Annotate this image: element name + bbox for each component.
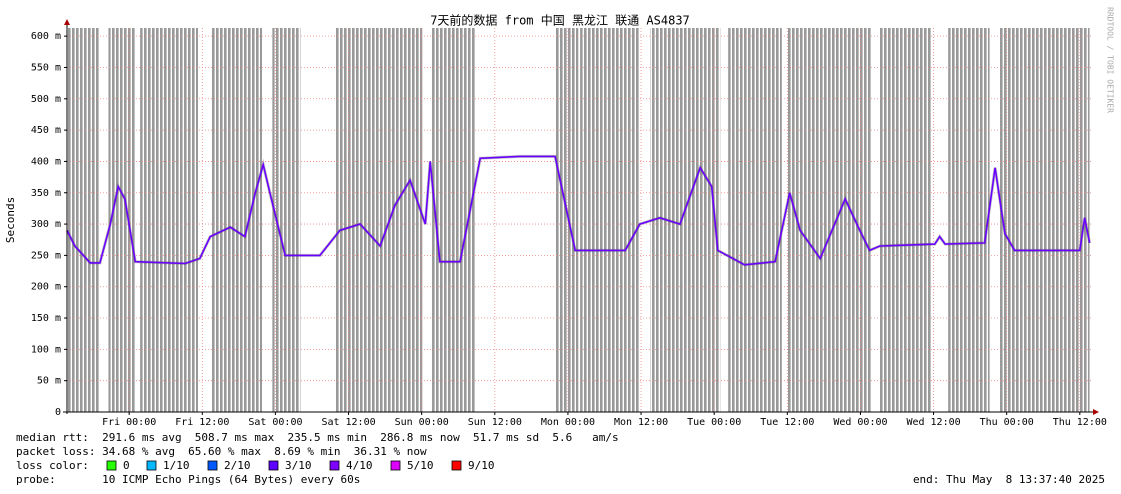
x-tick-label: Thu 00:00 bbox=[980, 417, 1034, 428]
chart-title: 7天前的数据 from 中国 黑龙江 联通 AS4837 bbox=[430, 13, 690, 28]
loss-band bbox=[879, 28, 932, 412]
loss-band bbox=[999, 28, 1090, 412]
median-line bbox=[66, 155, 1091, 266]
legend-label: 2/10 bbox=[224, 459, 251, 472]
loss-band bbox=[580, 28, 640, 412]
loss-band bbox=[948, 28, 990, 412]
x-tick-label: Sat 00:00 bbox=[248, 417, 302, 428]
loss-band bbox=[787, 28, 873, 412]
x-tick-label: Wed 12:00 bbox=[906, 417, 960, 428]
legend-swatch bbox=[329, 460, 340, 471]
y-tick-label: 50 m bbox=[37, 376, 61, 387]
loss-band bbox=[67, 28, 100, 412]
stats-line: median rtt: 291.6 ms avg 508.7 ms max 23… bbox=[16, 431, 619, 444]
legend-label: 9/10 bbox=[468, 459, 495, 472]
legend-swatch bbox=[106, 460, 117, 471]
loss-band bbox=[212, 28, 263, 412]
legend-swatch bbox=[207, 460, 218, 471]
loss-band bbox=[335, 28, 423, 412]
loss-legend-title: loss color: bbox=[16, 459, 89, 472]
probe: probe: 10 ICMP Echo Pings (64 Bytes) eve… bbox=[16, 473, 360, 486]
legend-label: 4/10 bbox=[346, 459, 373, 472]
x-tick-label: Mon 12:00 bbox=[614, 417, 668, 428]
legend-swatch bbox=[146, 460, 157, 471]
y-tick-label: 500 m bbox=[31, 94, 61, 105]
x-tick-label: Wed 00:00 bbox=[833, 417, 887, 428]
watermark: RRDTOOL / TOBI OETIKER bbox=[1106, 7, 1115, 113]
x-tick-label: Sun 12:00 bbox=[468, 417, 522, 428]
loss-band bbox=[108, 28, 136, 412]
y-tick-label: 400 m bbox=[31, 156, 61, 167]
legend-label: 1/10 bbox=[163, 459, 190, 472]
legend-swatch bbox=[390, 460, 401, 471]
y-axis-label: Seconds bbox=[4, 197, 17, 243]
x-tick-label: Mon 00:00 bbox=[541, 417, 595, 428]
y-tick-label: 450 m bbox=[31, 125, 61, 136]
legend-label: 5/10 bbox=[407, 459, 434, 472]
y-tick-label: 600 m bbox=[31, 31, 61, 42]
plot bbox=[65, 154, 1092, 267]
y-tick-label: 250 m bbox=[31, 250, 61, 261]
x-tick-label: Sun 00:00 bbox=[395, 417, 449, 428]
x-tick-label: Fri 12:00 bbox=[175, 417, 229, 428]
y-tick-label: 300 m bbox=[31, 219, 61, 230]
stats-line: packet loss: 34.68 % avg 65.60 % max 8.6… bbox=[16, 445, 427, 458]
legend-swatch bbox=[451, 460, 462, 471]
legend-label: 0 bbox=[123, 459, 130, 472]
y-tick-label: 150 m bbox=[31, 313, 61, 324]
y-axis-arrow bbox=[64, 19, 70, 25]
y-tick-label: 200 m bbox=[31, 282, 61, 293]
x-tick-label: Thu 12:00 bbox=[1053, 417, 1107, 428]
y-tick-label: 550 m bbox=[31, 62, 61, 73]
loss-band bbox=[555, 28, 579, 412]
loss-bands bbox=[67, 28, 1090, 412]
x-tick-label: Tue 12:00 bbox=[760, 417, 814, 428]
y-tick-label: 350 m bbox=[31, 188, 61, 199]
legend-label: 3/10 bbox=[285, 459, 312, 472]
end-time: end: Thu May 8 13:37:40 2025 bbox=[913, 473, 1105, 486]
y-tick-label: 100 m bbox=[31, 344, 61, 355]
x-axis-arrow bbox=[1093, 409, 1099, 415]
y-tick-label: 0 bbox=[55, 407, 61, 418]
x-tick-label: Tue 00:00 bbox=[687, 417, 741, 428]
loss-band bbox=[728, 28, 782, 412]
x-tick-label: Sat 12:00 bbox=[321, 417, 375, 428]
x-tick-label: Fri 00:00 bbox=[102, 417, 156, 428]
legend-swatch bbox=[268, 460, 279, 471]
grid bbox=[67, 28, 1092, 412]
loss-band bbox=[650, 28, 721, 412]
loss-band bbox=[140, 28, 199, 412]
